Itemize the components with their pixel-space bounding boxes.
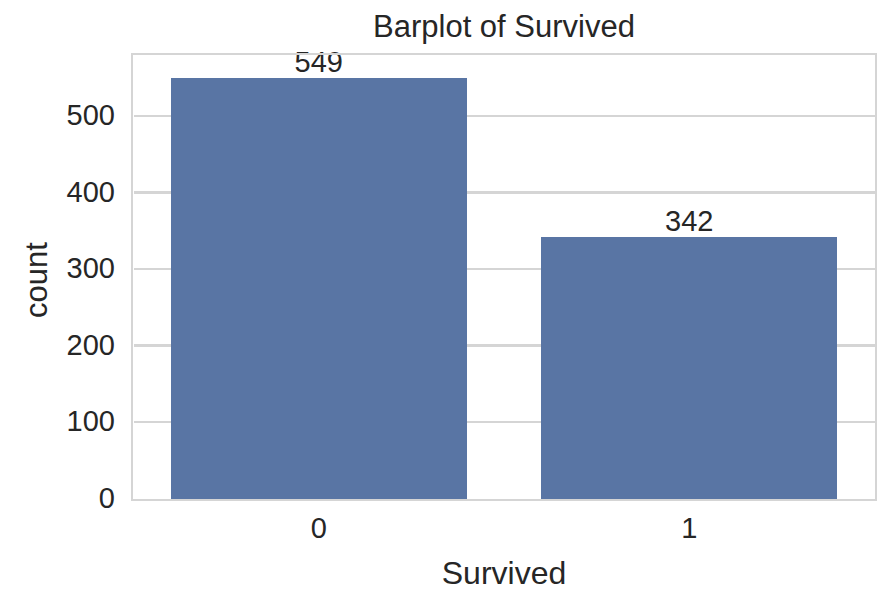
y-axis-label: count: [21, 242, 52, 318]
bar-chart-figure: Barplot of Survived count Survived 0 100 2…: [0, 0, 896, 613]
y-tick-label: 400: [67, 178, 115, 207]
bar: [541, 237, 837, 501]
y-tick-label: 300: [67, 254, 115, 283]
y-tick-label: 200: [67, 331, 115, 360]
bar-value-label: 549: [295, 48, 343, 77]
bar: [171, 78, 467, 501]
x-tick-label: 1: [681, 514, 697, 543]
x-tick-label: 0: [311, 514, 327, 543]
y-tick-label: 0: [99, 484, 115, 513]
chart-title: Barplot of Survived: [131, 11, 877, 42]
y-tick-label: 500: [67, 101, 115, 130]
x-axis-label: Survived: [131, 557, 877, 589]
y-tick-label: 100: [67, 407, 115, 436]
bar-value-label: 342: [665, 207, 713, 236]
